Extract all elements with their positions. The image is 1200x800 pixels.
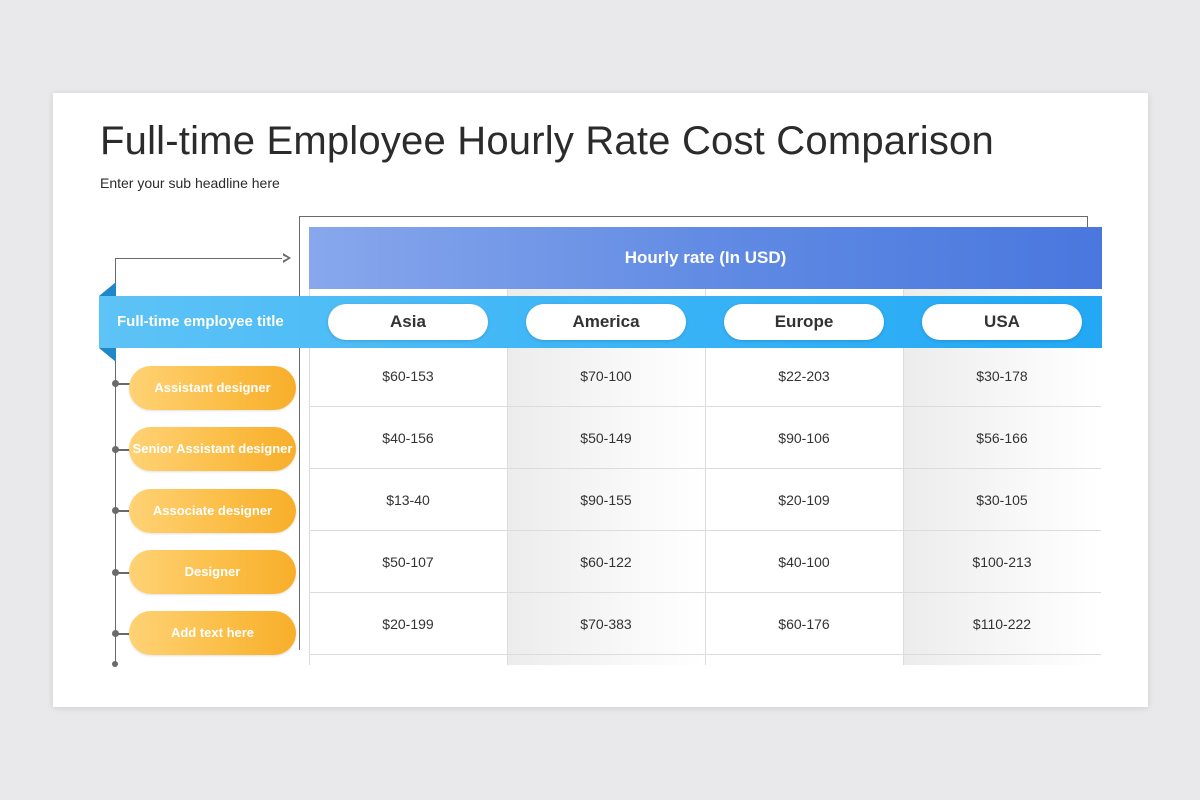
table-cell: $90-155 [507,469,705,531]
table-cell: $100-213 [903,531,1101,593]
column-divider [309,289,310,665]
role-pill: Associate designer [129,489,296,533]
role-pill: Senior Assistant designer [129,427,296,471]
table-cell: $13-40 [309,469,507,531]
arrow-right-icon [282,253,291,263]
region-pill-usa: USA [922,304,1082,340]
table-cell: $70-100 [507,345,705,407]
role-pill: Assistant designer [129,366,296,410]
column-asia [309,289,507,665]
table-cell: $22-203 [705,345,903,407]
connector-dot [112,630,130,637]
table-header-label: Hourly rate (In USD) [624,248,787,267]
row-header-label: Full-time employee title [117,313,284,330]
region-header-row: Full-time employee title Asia America Eu… [99,282,1102,362]
connector-end-dot [112,661,118,667]
column-europe [705,289,903,665]
column-divider [507,289,508,665]
column-divider [903,289,904,665]
column-divider [705,289,706,665]
table-cell: $60-176 [705,593,903,655]
slide-subtitle: Enter your sub headline here [100,175,280,191]
table-cell: $20-199 [309,593,507,655]
connector-top-line [115,258,287,259]
table-cell: $20-109 [705,469,903,531]
role-pill: Designer [129,550,296,594]
connector-vertical-line [115,258,116,664]
role-pill: Add text here [129,611,296,655]
connector-dot [112,507,130,514]
table-cell: $40-100 [705,531,903,593]
table-cell: $60-153 [309,345,507,407]
rate-table: $60-153 $70-100 $22-203 $30-178 $40-156 … [309,289,1102,665]
connector-dot [112,569,130,576]
table-cell: $40-156 [309,407,507,469]
table-cell: $70-383 [507,593,705,655]
table-cell: $30-178 [903,345,1101,407]
table-cell: $50-107 [309,531,507,593]
connector-dot [112,380,130,387]
region-pill-europe: Europe [724,304,884,340]
column-america [507,289,705,665]
region-pill-asia: Asia [328,304,488,340]
table-cell: $30-105 [903,469,1101,531]
connector-dot [112,446,130,453]
table-cell: $50-149 [507,407,705,469]
table-header-banner: Hourly rate (In USD) [309,227,1102,289]
slide: Full-time Employee Hourly Rate Cost Comp… [53,93,1148,707]
column-usa [903,289,1101,665]
ribbon-fold [99,348,116,362]
table-cell: $110-222 [903,593,1101,655]
table-cell: $90-106 [705,407,903,469]
slide-title: Full-time Employee Hourly Rate Cost Comp… [100,119,994,163]
region-pill-america: America [526,304,686,340]
table-cell: $60-122 [507,531,705,593]
ribbon-fold [99,282,116,296]
table-cell: $56-166 [903,407,1101,469]
